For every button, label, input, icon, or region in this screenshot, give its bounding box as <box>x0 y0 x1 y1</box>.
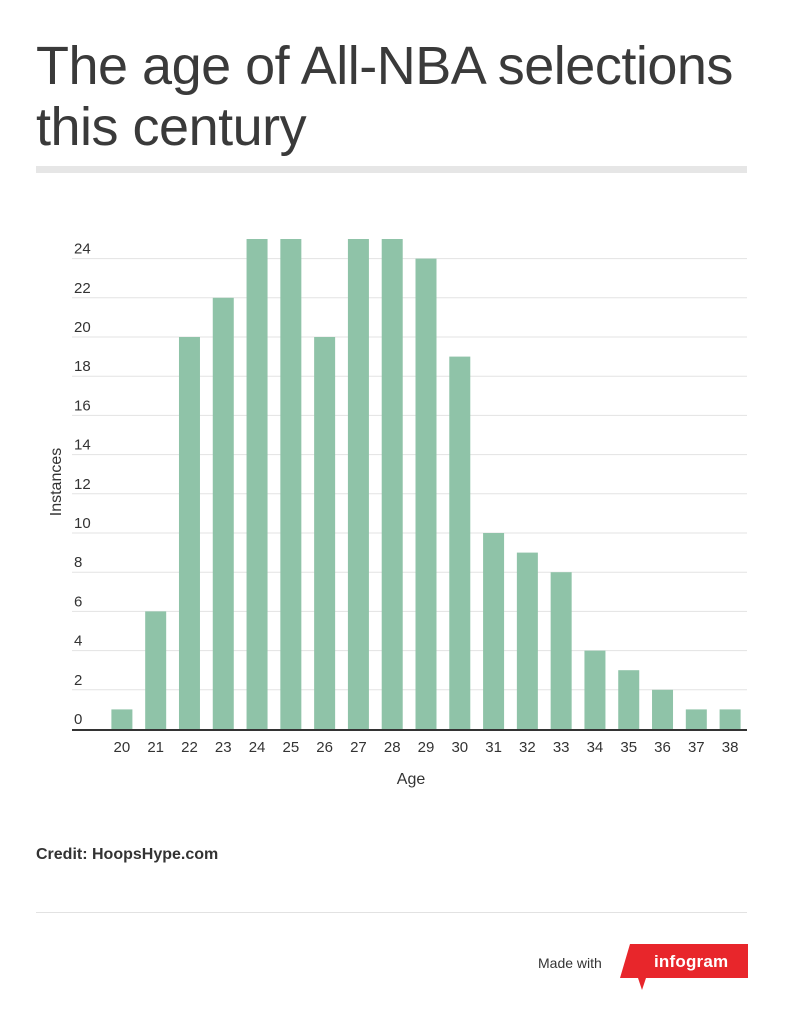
y-tick-label: 4 <box>74 633 82 650</box>
bar <box>449 356 471 729</box>
x-tick-label: 35 <box>620 739 637 756</box>
bar <box>685 709 707 729</box>
bar <box>347 239 369 729</box>
bar <box>483 533 505 729</box>
bar <box>618 670 640 729</box>
bar <box>550 572 572 729</box>
x-tick-label: 24 <box>249 739 266 756</box>
y-tick-label: 20 <box>74 319 91 336</box>
bar <box>145 611 167 729</box>
bar <box>111 709 133 729</box>
x-tick-label: 23 <box>215 739 232 756</box>
y-tick-label: 12 <box>74 476 91 493</box>
x-tick-label: 31 <box>485 739 502 756</box>
x-tick-label: 21 <box>147 739 164 756</box>
bar <box>584 650 606 729</box>
made-with-label: Made with <box>538 955 602 971</box>
x-tick-label: 32 <box>519 739 536 756</box>
bar <box>178 337 200 729</box>
x-tick-label: 20 <box>114 739 131 756</box>
x-tick-label: 34 <box>587 739 604 756</box>
y-tick-label: 22 <box>74 280 91 297</box>
y-tick-label: 8 <box>74 554 82 571</box>
bar <box>719 709 741 729</box>
x-tick-label: 30 <box>451 739 468 756</box>
bar <box>516 552 538 729</box>
bar <box>652 689 674 729</box>
x-tick-label: 25 <box>282 739 299 756</box>
y-tick-label: 10 <box>74 515 91 532</box>
x-tick-label: 26 <box>316 739 333 756</box>
chart-title: The age of All-NBA selections this centu… <box>36 36 733 157</box>
y-tick-label: 16 <box>74 397 91 414</box>
bar <box>212 297 234 729</box>
x-tick-label: 36 <box>654 739 671 756</box>
y-tick-label: 6 <box>74 593 82 610</box>
infogram-logo-badge[interactable] <box>620 944 748 990</box>
bar <box>314 337 336 729</box>
credit-text: Credit: HoopsHype.com <box>36 846 219 863</box>
bar <box>381 239 403 729</box>
x-tick-label: 37 <box>688 739 705 756</box>
x-axis-title: Age <box>397 771 426 788</box>
x-tick-label: 33 <box>553 739 570 756</box>
y-tick-label: 18 <box>74 358 91 375</box>
x-tick-label: 28 <box>384 739 401 756</box>
bar <box>246 239 268 729</box>
y-tick-label: 24 <box>74 241 91 258</box>
y-tick-label: 0 <box>74 711 82 728</box>
bar <box>280 239 302 729</box>
x-tick-label: 27 <box>350 739 367 756</box>
x-tick-label: 29 <box>418 739 435 756</box>
y-tick-label: 2 <box>74 672 82 689</box>
footer-divider <box>36 912 747 913</box>
y-tick-label: 14 <box>74 437 91 454</box>
x-tick-label: 22 <box>181 739 198 756</box>
title-divider <box>36 166 747 173</box>
infogram-logo-text[interactable]: infogram <box>654 952 729 971</box>
bar <box>415 258 437 729</box>
x-tick-label: 38 <box>722 739 739 756</box>
y-axis-title: Instances <box>48 448 65 516</box>
